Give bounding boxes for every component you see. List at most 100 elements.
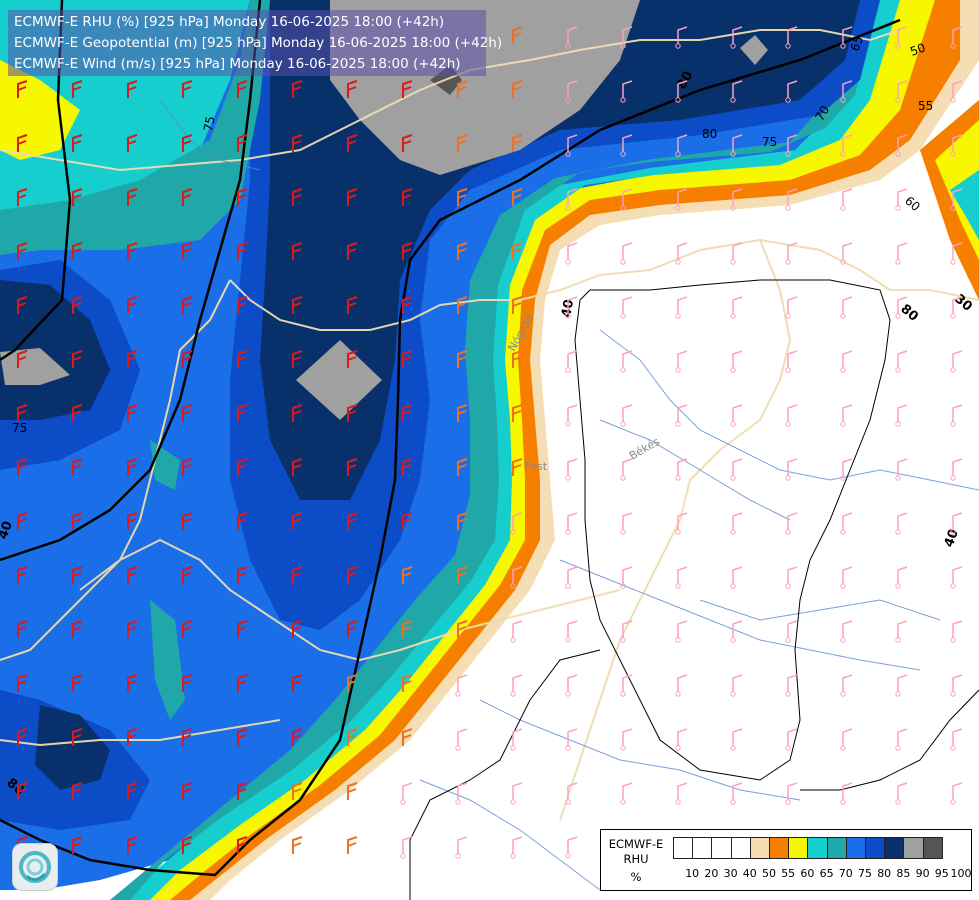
wind-barb	[952, 80, 963, 98]
wind-calm-marker	[565, 97, 571, 103]
wind-barb	[842, 350, 853, 368]
wind-barb	[402, 80, 413, 98]
wind-barb	[72, 350, 83, 368]
wind-calm-marker	[840, 421, 846, 427]
title-rhu: ECMWF-E RHU (%) [925 hPa] Monday 16-06-2…	[14, 14, 445, 30]
wind-calm-marker	[950, 97, 956, 103]
wind-calm-marker	[730, 151, 736, 157]
wind-barb	[17, 404, 28, 422]
wind-calm-marker	[510, 529, 516, 535]
wind-barb	[402, 620, 413, 638]
wind-barb	[17, 350, 28, 368]
wind-barb	[17, 296, 28, 314]
geopotential-contours-thin	[409, 279, 979, 900]
wind-barb	[292, 566, 303, 584]
rhu-region-90-sw	[35, 705, 110, 790]
wind-barb	[787, 620, 798, 638]
wind-calm-marker	[455, 853, 461, 859]
wind-barb	[512, 566, 523, 584]
wind-calm-marker	[620, 583, 626, 589]
wind-barb	[512, 512, 523, 530]
wind-calm-marker	[895, 529, 901, 535]
wind-barb	[72, 458, 83, 476]
wind-barb	[622, 188, 633, 206]
wind-barb	[72, 512, 83, 530]
wind-barb	[567, 80, 578, 98]
wind-barb	[677, 404, 688, 422]
wind-barb	[127, 134, 138, 152]
wind-barb	[622, 404, 633, 422]
wind-calm-marker	[895, 97, 901, 103]
wind-calm-marker	[895, 637, 901, 643]
wind-barb	[127, 296, 138, 314]
wind-calm-marker	[730, 529, 736, 535]
rhu-region-yellow-west	[0, 60, 80, 160]
wind-calm-marker	[675, 583, 681, 589]
wind-calm-marker	[895, 475, 901, 481]
wind-barb	[897, 512, 908, 530]
wind-barb	[512, 404, 523, 422]
wind-barb	[292, 674, 303, 692]
wind-calm-marker	[620, 313, 626, 319]
wind-barb	[622, 350, 633, 368]
wind-calm-marker	[620, 475, 626, 481]
rhu-legend: ECMWF-E RHU % 10 20 30 40 50 55 60 65 70 75 80 85 90…	[600, 829, 972, 891]
rhu-label-55: 55	[918, 99, 933, 113]
wind-barb	[842, 674, 853, 692]
wind-barb	[182, 242, 193, 260]
wind-barb	[952, 620, 963, 638]
wind-calm-marker	[675, 43, 681, 49]
wind-barb	[897, 350, 908, 368]
wind-calm-marker	[730, 475, 736, 481]
legend-swatch	[673, 837, 694, 859]
wind-calm-marker	[785, 475, 791, 481]
wind-calm-marker	[620, 529, 626, 535]
wind-calm-marker	[730, 367, 736, 373]
wind-calm-marker	[785, 313, 791, 319]
wind-barb	[567, 242, 578, 260]
wind-barb	[182, 458, 193, 476]
wind-calm-marker	[840, 529, 846, 535]
wind-barb	[897, 188, 908, 206]
wind-barb	[677, 296, 688, 314]
wind-barb	[897, 242, 908, 260]
wind-barb	[512, 836, 523, 854]
wind-barb	[897, 728, 908, 746]
wind-barb	[952, 188, 963, 206]
wind-barb	[127, 404, 138, 422]
wind-barb	[897, 458, 908, 476]
wind-barb	[567, 728, 578, 746]
rhu-band-75	[110, 0, 880, 900]
wind-barb	[402, 836, 413, 854]
wind-calm-marker	[785, 367, 791, 373]
wind-calm-marker	[950, 367, 956, 373]
wind-barb	[17, 620, 28, 638]
legend-tick-label: 50	[762, 867, 776, 880]
wind-barb	[127, 566, 138, 584]
wind-barb	[457, 782, 468, 800]
wind-barb	[402, 350, 413, 368]
rhu-label-75-c: 75	[12, 421, 27, 435]
wind-calm-marker	[730, 43, 736, 49]
wind-barb	[127, 620, 138, 638]
wind-barb	[787, 674, 798, 692]
legend-tick-label: 30	[723, 867, 738, 880]
wind-barb	[292, 350, 303, 368]
wind-barb	[292, 620, 303, 638]
wind-barb	[952, 242, 963, 260]
wind-barb	[237, 350, 248, 368]
wind-barb	[182, 728, 193, 746]
wind-barb	[72, 296, 83, 314]
wind-barb	[17, 242, 28, 260]
wind-barb	[622, 242, 633, 260]
wind-barb	[347, 296, 358, 314]
wind-barb	[457, 512, 468, 530]
wind-calm-marker	[950, 583, 956, 589]
wind-calm-marker	[895, 151, 901, 157]
wind-barb	[17, 80, 28, 98]
wind-barb	[182, 350, 193, 368]
wind-barb	[17, 188, 28, 206]
wind-calm-marker	[675, 799, 681, 805]
wind-barb	[677, 728, 688, 746]
wind-barb	[457, 620, 468, 638]
